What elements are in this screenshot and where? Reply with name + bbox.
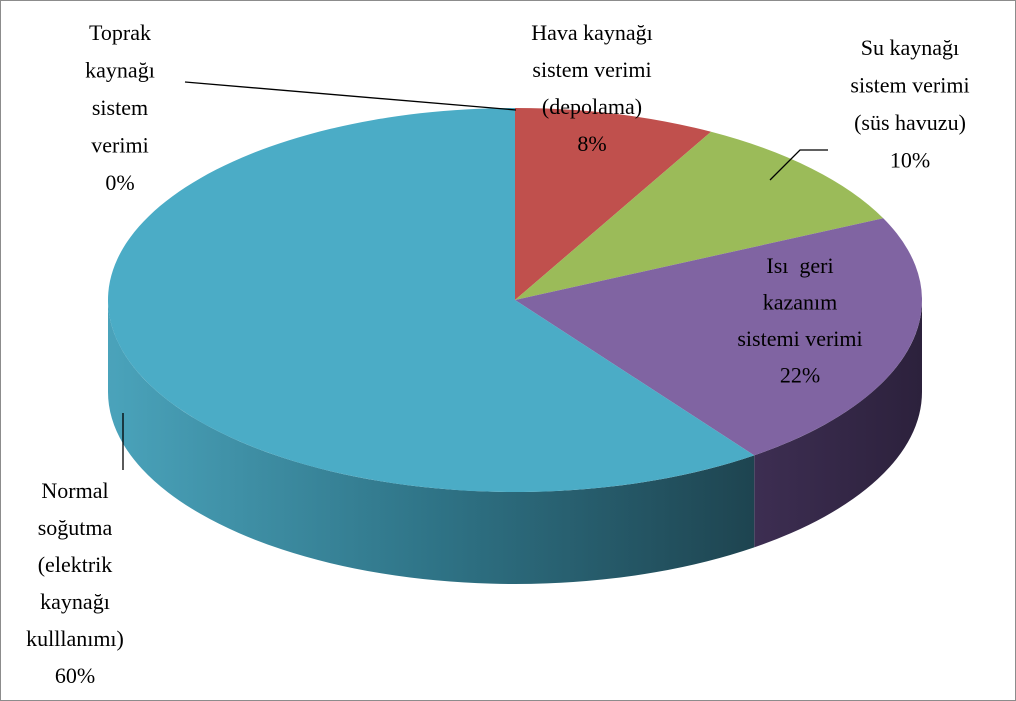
- slice-label: sistem verimi: [532, 57, 651, 82]
- slice-label: sistemi verimi: [737, 326, 862, 351]
- leader-line: [769, 149, 828, 181]
- slice-label: (süs havuzu): [854, 110, 966, 135]
- labels: Toprak kaynağı sistem verimi 0% Hava kaynağı s…: [26, 20, 969, 688]
- leader-line: [184, 81, 517, 111]
- value-label: 8%: [577, 131, 606, 156]
- slice-label: verimi: [91, 133, 148, 158]
- slice-label: Isı geri: [766, 253, 833, 278]
- slice-label: Toprak: [89, 20, 151, 45]
- slice: [108, 108, 755, 492]
- slice-label: kaynağı: [85, 58, 155, 83]
- value-label: 10%: [890, 148, 930, 173]
- slice: [515, 131, 884, 300]
- slice-label: Hava kaynağı: [531, 20, 653, 45]
- slice-label: kulllanımı): [26, 626, 124, 651]
- slice-label: sistem verimi: [850, 73, 969, 98]
- pie: [108, 108, 922, 584]
- slice: [515, 108, 712, 300]
- value-label: 60%: [55, 663, 95, 688]
- slice-label: kaynağı: [40, 589, 110, 614]
- slice-label: Normal: [41, 478, 108, 503]
- slice: [515, 218, 922, 456]
- slice-label: soğutma: [38, 515, 113, 540]
- slice-label: sistem: [92, 95, 148, 120]
- slice-label: (elektrik: [38, 552, 113, 577]
- slice-label: Su kaynağı: [861, 35, 959, 60]
- value-label: 0%: [105, 170, 134, 195]
- slice-label: kazanım: [763, 290, 838, 315]
- slice-side: [754, 300, 922, 548]
- slice-label: (depolama): [542, 94, 642, 119]
- slice-side: [108, 300, 755, 584]
- value-label: 22%: [780, 363, 820, 388]
